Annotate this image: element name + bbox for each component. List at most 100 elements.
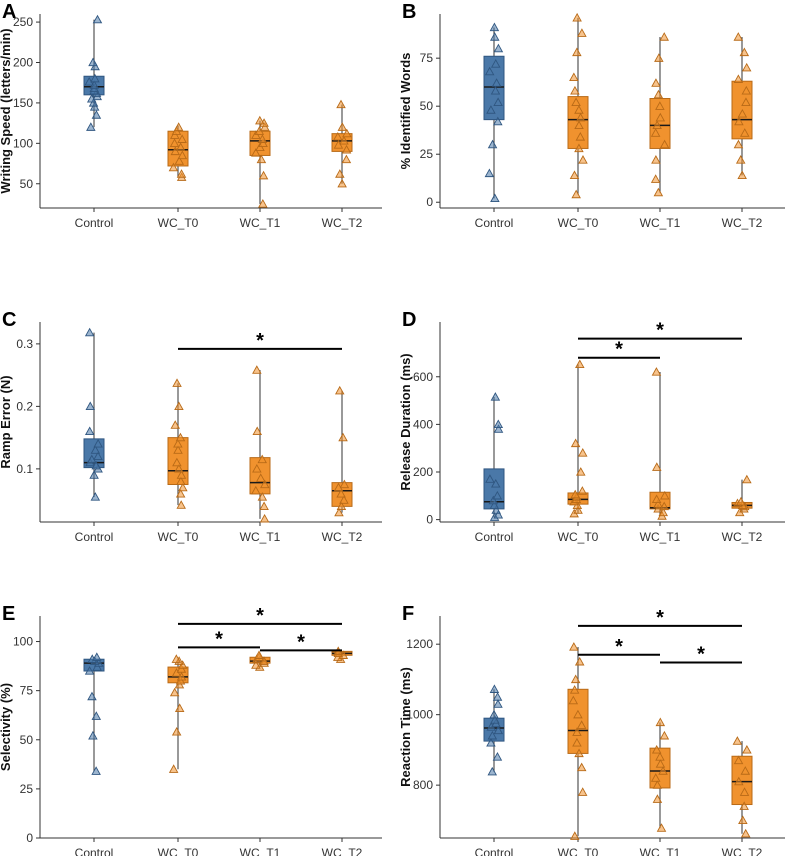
data-point xyxy=(490,32,500,41)
y-tick-label: 100 xyxy=(13,136,33,150)
data-point xyxy=(177,150,188,160)
data-point xyxy=(737,108,748,118)
significance-star: * xyxy=(615,339,623,361)
data-point xyxy=(733,32,744,41)
data-point xyxy=(88,57,98,67)
data-point xyxy=(574,143,584,153)
data-point xyxy=(568,695,579,705)
data-point xyxy=(92,14,103,24)
data-point xyxy=(90,73,100,83)
y-tick-label: 25 xyxy=(420,147,434,161)
data-point xyxy=(168,764,179,773)
x-tick-label: WC_T1 xyxy=(240,846,281,856)
y-tick-label: 1000 xyxy=(406,708,433,722)
data-point xyxy=(489,500,500,509)
data-point xyxy=(741,85,752,95)
data-point xyxy=(258,170,269,180)
data-point xyxy=(659,501,669,511)
data-point xyxy=(569,642,579,651)
data-point xyxy=(176,169,187,178)
data-point xyxy=(89,470,99,479)
x-tick-label: Control xyxy=(475,846,514,856)
y-axis-title: Ramp Error (N) xyxy=(0,375,13,468)
y-tick-label: 0 xyxy=(26,831,33,845)
data-point xyxy=(341,144,352,154)
box-wc-t1 xyxy=(649,32,671,197)
data-point xyxy=(175,432,186,442)
data-point xyxy=(173,438,183,448)
data-point xyxy=(655,101,665,110)
data-point xyxy=(655,752,665,761)
data-point xyxy=(578,155,588,164)
data-point xyxy=(741,97,751,107)
box-wc-t1 xyxy=(249,115,271,208)
box-wc-t0 xyxy=(567,12,589,199)
data-point xyxy=(742,744,752,754)
y-axis-title: Selectivity (%) xyxy=(0,683,13,771)
data-point xyxy=(171,654,182,663)
data-point xyxy=(493,725,504,735)
data-point xyxy=(739,128,750,137)
box-wc-t1 xyxy=(649,367,671,520)
data-point xyxy=(492,490,503,500)
data-point xyxy=(173,122,184,131)
x-tick-label: Control xyxy=(75,216,114,230)
x-tick-label: WC_T0 xyxy=(558,530,599,544)
data-point xyxy=(659,32,669,41)
data-point xyxy=(575,359,585,369)
data-point xyxy=(341,154,352,164)
data-point xyxy=(572,737,582,747)
data-point xyxy=(577,28,587,37)
data-point xyxy=(257,492,268,501)
significance-star: * xyxy=(256,605,264,627)
data-point xyxy=(487,730,498,740)
data-point xyxy=(490,85,501,95)
x-tick-label: WC_T0 xyxy=(558,216,599,230)
data-point xyxy=(575,132,586,141)
data-point xyxy=(493,699,503,708)
data-point xyxy=(252,463,262,473)
data-point xyxy=(732,736,743,745)
x-tick-label: Control xyxy=(475,216,514,230)
data-point xyxy=(489,22,500,32)
y-tick-label: 1200 xyxy=(406,637,433,651)
box-wc-t0 xyxy=(167,654,189,773)
data-point xyxy=(654,53,664,62)
y-tick-label: 100 xyxy=(13,635,33,649)
data-point xyxy=(174,156,185,165)
panel-letter: A xyxy=(2,1,16,23)
data-point xyxy=(652,120,662,130)
data-point xyxy=(484,66,495,76)
y-tick-label: 600 xyxy=(413,370,433,384)
data-point xyxy=(87,691,97,701)
panel-c: C 0.1 0.2 0.3 Ramp Error (N) Control WC_T0 WC_T… xyxy=(0,309,382,544)
data-point xyxy=(493,43,504,53)
data-point xyxy=(739,47,750,57)
data-point xyxy=(84,426,95,436)
data-point xyxy=(653,187,664,197)
data-point xyxy=(174,401,184,411)
data-point xyxy=(575,112,586,122)
data-point xyxy=(651,744,662,754)
significance-star: * xyxy=(615,636,623,658)
data-point xyxy=(655,759,666,768)
data-point xyxy=(93,451,103,461)
data-point xyxy=(484,168,495,178)
data-point xyxy=(90,445,101,454)
x-tick-label: WC_T2 xyxy=(322,530,363,544)
data-point xyxy=(659,730,670,740)
box-wc-t2 xyxy=(731,32,753,179)
data-point xyxy=(740,766,751,775)
data-point xyxy=(339,479,350,489)
data-point xyxy=(652,780,663,789)
data-point xyxy=(491,78,502,87)
x-tick-label: WC_T0 xyxy=(158,530,199,544)
data-point xyxy=(570,674,581,684)
box-wc-t1 xyxy=(649,717,671,832)
panel-letter: F xyxy=(402,603,414,625)
data-point xyxy=(176,476,186,486)
data-point xyxy=(169,138,180,147)
data-point xyxy=(91,766,101,775)
data-point xyxy=(259,501,269,511)
